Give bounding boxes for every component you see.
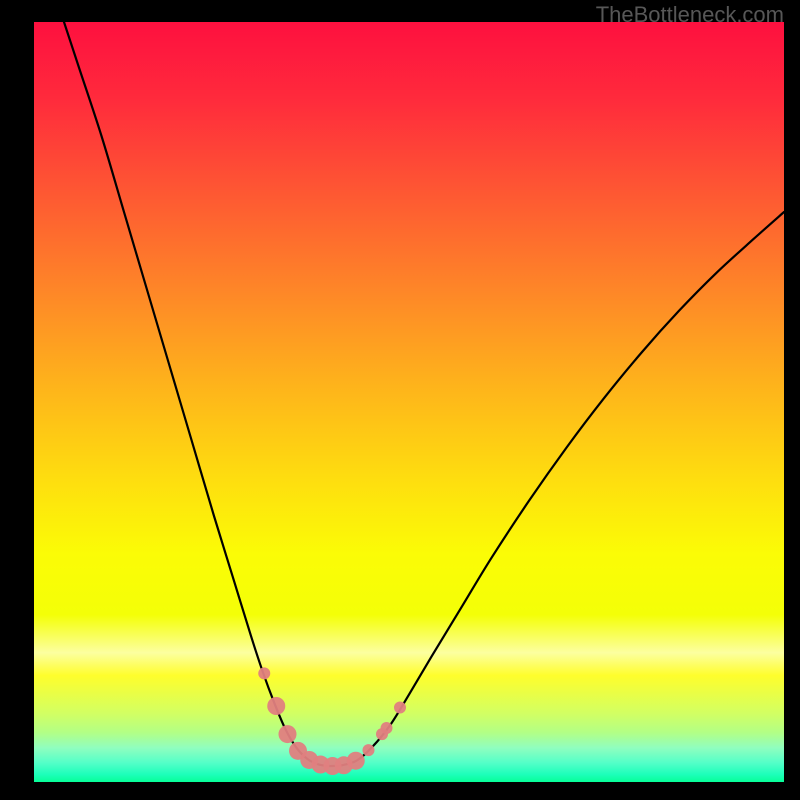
- gradient-background: [34, 22, 784, 782]
- curve-marker: [363, 744, 375, 756]
- curve-marker: [381, 722, 393, 734]
- plot-area: [34, 22, 784, 782]
- curve-marker: [279, 725, 297, 743]
- curve-marker: [347, 752, 365, 770]
- watermark-text: TheBottleneck.com: [596, 2, 784, 28]
- chart-svg: [34, 22, 784, 782]
- curve-marker: [267, 697, 285, 715]
- curve-marker: [258, 667, 270, 679]
- curve-marker: [394, 702, 406, 714]
- chart-frame: TheBottleneck.com: [0, 0, 800, 800]
